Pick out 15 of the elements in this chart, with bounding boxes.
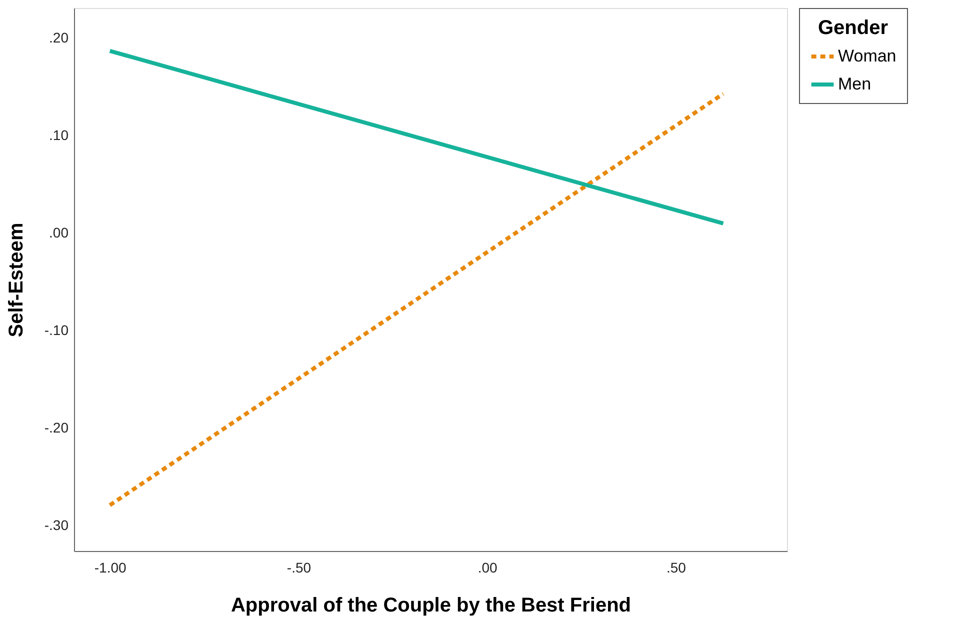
legend-label: Woman [838, 46, 896, 66]
x-tick-label: .50 [666, 560, 686, 576]
x-tick-label: -.50 [286, 560, 312, 576]
y-tick-label: -.30 [44, 517, 69, 534]
legend-title: Gender [818, 17, 888, 39]
y-tick-label: .10 [49, 127, 69, 144]
x-tick-label: .00 [478, 560, 498, 576]
y-tick-label: .20 [49, 30, 69, 46]
y-tick-label: -.20 [44, 420, 69, 436]
legend-label: Men [838, 74, 872, 94]
x-tick-label: -1.00 [94, 560, 126, 576]
y-axis-title: Self-Esteem [5, 222, 28, 338]
y-tick-label: -.10 [44, 322, 69, 338]
x-axis-title: Approval of the Couple by the Best Friend [230, 594, 632, 616]
y-tick-label: .00 [49, 224, 69, 241]
